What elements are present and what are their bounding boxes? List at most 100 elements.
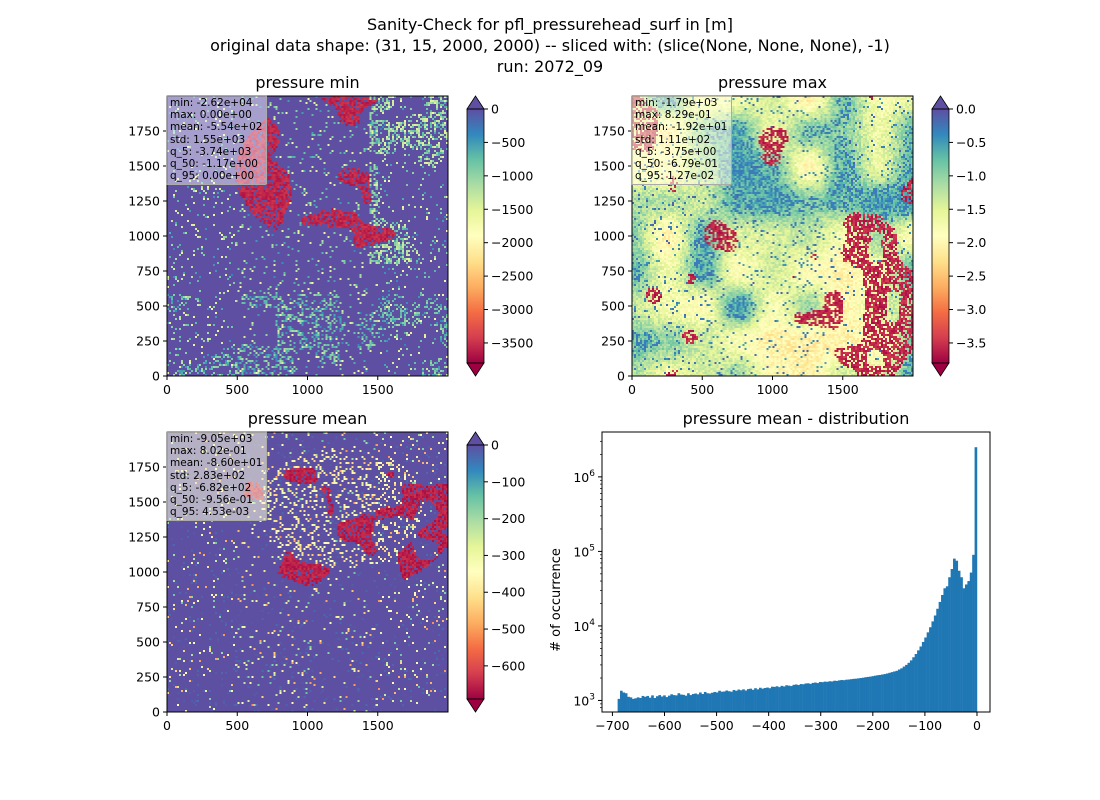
stats-line: mean: -8.60e+01 — [170, 457, 263, 470]
histogram-bar — [816, 683, 820, 712]
colorbar — [467, 445, 484, 699]
histogram-bar — [684, 695, 688, 712]
x-tick-label: −500 — [699, 718, 733, 733]
histogram-bar — [931, 621, 935, 712]
histogram-bar — [909, 660, 913, 712]
colorbar-tick-label: −2500 — [491, 269, 533, 284]
stats-line: mean: -1.92e+01 — [635, 121, 728, 134]
panel-title: pressure min — [255, 73, 359, 92]
histogram-bar — [682, 694, 685, 712]
histogram-bar — [850, 679, 853, 712]
histogram-bar — [711, 692, 714, 712]
y-tick-label: 104 — [573, 618, 595, 634]
x-tick-label: −400 — [751, 718, 785, 733]
y-tick-label: 250 — [136, 670, 160, 685]
x-tick-label: 1000 — [757, 382, 789, 397]
histogram-bar — [737, 689, 741, 712]
histogram-bar — [814, 682, 817, 712]
histogram-bar — [660, 696, 664, 712]
histogram-bar — [845, 679, 848, 712]
stats-line: max: 8.02e-01 — [170, 445, 247, 458]
y-tick-label: 250 — [601, 334, 625, 349]
histogram-bar — [746, 689, 750, 712]
histogram-bar — [617, 698, 621, 712]
histogram-bar — [778, 687, 781, 712]
histogram-bar — [897, 669, 901, 712]
stats-line: std: 2.83e+02 — [170, 469, 246, 482]
histogram-bar — [818, 681, 822, 712]
histogram-bar — [708, 693, 712, 712]
histogram-bar — [658, 695, 661, 712]
panel-title: pressure mean — [248, 409, 368, 428]
histogram-bar — [730, 691, 733, 712]
stats-line: q_95: 1.27e-02 — [635, 170, 715, 183]
stats-line: q_95: 0.00e+00 — [170, 170, 255, 183]
y-tick-label: 1000 — [128, 565, 160, 580]
colorbar-tick-label: 0 — [491, 102, 499, 117]
histogram-bar — [806, 683, 810, 712]
y-tick-label: 1500 — [128, 495, 160, 510]
y-tick-label: 750 — [601, 264, 625, 279]
stats-line: std: 1.55e+03 — [170, 133, 246, 146]
figure-title-line1: Sanity-Check for pfl_pressurehead_surf i… — [367, 15, 733, 34]
heatmap-image — [167, 96, 448, 376]
y-tick-label: 1750 — [128, 460, 160, 475]
stats-box-pressure-min: min: -2.62e+04 max: 0.00e+00 mean: -5.54… — [166, 95, 268, 186]
histogram-bar — [651, 695, 654, 712]
histogram-bar — [703, 691, 707, 712]
histogram-bar — [780, 685, 784, 712]
histogram-bar — [936, 608, 939, 712]
histogram-bar — [804, 683, 808, 712]
colorbar-tick-label: −2.0 — [956, 235, 986, 250]
histogram-bar — [761, 688, 765, 712]
stats-line: q_5: -3.75e+00 — [635, 145, 717, 158]
histogram-bar — [835, 680, 839, 712]
histogram-bar — [768, 688, 772, 712]
stats-box-pressure-mean: min: -9.05e+03 max: 8.02e-01 mean: -8.60… — [166, 431, 268, 522]
histogram-bar — [919, 646, 923, 712]
colorbar-tick-label: −1000 — [491, 168, 533, 183]
panel-title: pressure max — [718, 73, 827, 92]
histogram-bar — [670, 694, 673, 712]
histogram-bar — [830, 681, 834, 712]
stats-line: q_5: -3.74e+03 — [170, 145, 252, 158]
histogram-bar — [665, 697, 669, 712]
histogram-bar — [639, 697, 642, 712]
colorbar-tick-label: −2000 — [491, 235, 533, 250]
stats-box-pressure-max: min: -1.79e+03 max: 8.29e-01 mean: -1.92… — [631, 95, 733, 186]
x-tick-label: 1000 — [292, 382, 324, 397]
histogram-bar — [749, 688, 753, 712]
histogram-bar — [799, 684, 803, 712]
histogram-bar — [648, 697, 652, 712]
histogram-bar — [794, 684, 798, 712]
histogram-bar — [782, 686, 786, 712]
histogram-bar — [921, 641, 925, 712]
colorbar — [932, 109, 949, 363]
y-tick-label: 750 — [136, 264, 160, 279]
y-tick-label: 1250 — [128, 194, 160, 209]
histogram-bar — [732, 690, 736, 712]
histogram-bar — [627, 696, 630, 712]
y-tick-label: 1500 — [593, 159, 625, 174]
x-tick-label: −600 — [647, 718, 681, 733]
histogram-bar — [893, 671, 896, 712]
stats-line: mean: -5.54e+02 — [170, 121, 263, 134]
histogram-bar — [871, 676, 875, 712]
histogram-bar — [701, 694, 705, 712]
histogram-bar — [943, 588, 947, 712]
histogram-bar — [869, 676, 872, 712]
histogram-bar — [706, 693, 709, 712]
histogram-bar — [620, 690, 623, 712]
y-tick-label: 1750 — [593, 124, 625, 139]
stats-line: q_95: 4.53e-03 — [170, 506, 250, 519]
histogram-bar — [955, 560, 959, 712]
histogram-bar — [917, 650, 920, 712]
colorbar-tick-label: 0.0 — [956, 102, 976, 117]
histogram-bar — [691, 694, 695, 712]
y-tick-label: 1000 — [128, 229, 160, 244]
colorbar-tick-label: −600 — [491, 658, 525, 673]
colorbar-tick-label: −1.5 — [956, 202, 986, 217]
histogram-bar — [675, 695, 678, 712]
colorbar-extend-max — [931, 95, 950, 110]
